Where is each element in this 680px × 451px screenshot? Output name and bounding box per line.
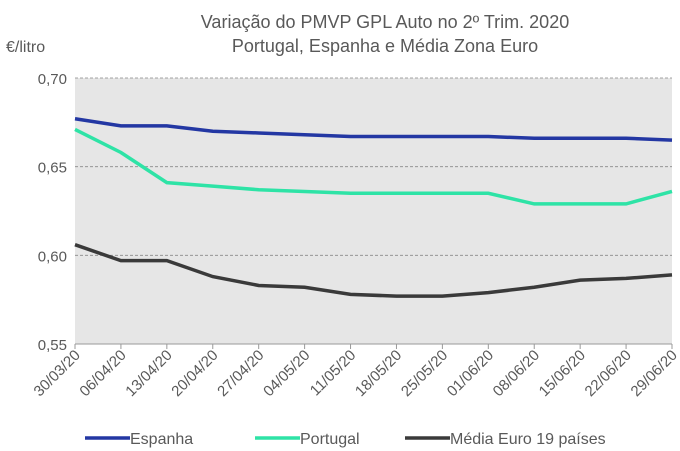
x-tick-label: 25/05/20 (398, 347, 451, 400)
x-tick-label: 29/06/20 (628, 347, 680, 400)
y-axis-label: €/litro (6, 39, 45, 56)
x-tick-label: 11/05/20 (307, 347, 360, 400)
legend-label: Portugal (300, 431, 360, 448)
x-tick-label: 04/05/20 (260, 347, 313, 400)
x-tick-label: 30/03/20 (31, 347, 84, 400)
y-tick-label: 0,70 (38, 71, 67, 88)
x-tick-label: 22/06/20 (582, 347, 635, 400)
x-tick-label: 18/05/20 (352, 347, 405, 400)
y-tick-label: 0,60 (38, 248, 67, 265)
line-series (74, 127, 673, 206)
line-series (74, 243, 673, 298)
plot-area (75, 78, 672, 344)
x-tick-label: 08/06/20 (490, 347, 543, 400)
chart-subtitle: Portugal, Espanha e Média Zona Euro (232, 36, 538, 56)
chart-title: Variação do PMVP GPL Auto no 2º Trim. 20… (201, 12, 569, 32)
x-tick-label: 13/04/20 (122, 347, 175, 400)
x-tick-label: 27/04/20 (214, 347, 267, 400)
y-tick-label: 0,65 (38, 160, 67, 177)
y-tick-label: 0,55 (38, 337, 67, 354)
x-tick-label: 20/04/20 (168, 347, 221, 400)
line-series (74, 117, 673, 142)
x-tick-label: 15/06/20 (536, 347, 589, 400)
legend-label: Média Euro 19 países (450, 431, 606, 448)
x-tick-label: 06/04/20 (76, 347, 129, 400)
legend-label: Espanha (130, 431, 193, 448)
x-tick-label: 01/06/20 (444, 347, 497, 400)
